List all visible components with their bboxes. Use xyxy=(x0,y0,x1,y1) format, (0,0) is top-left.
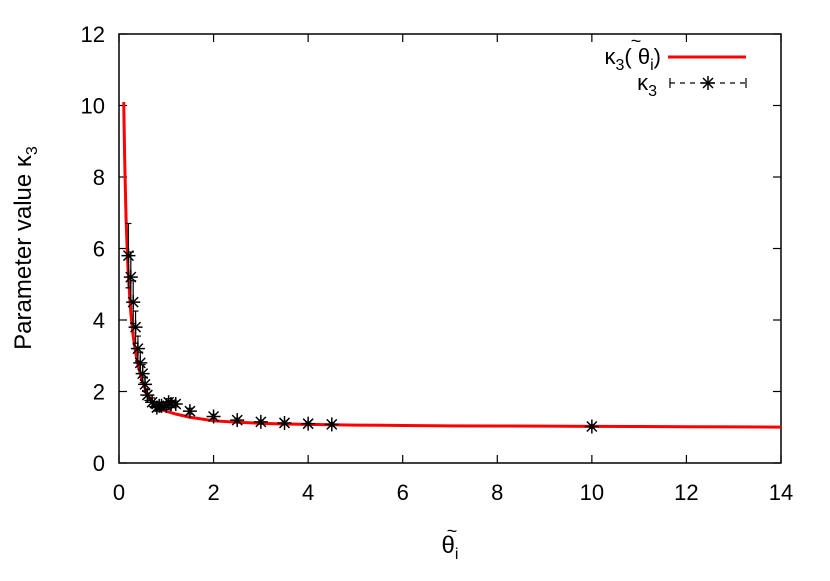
data-point-star xyxy=(301,416,316,431)
data-point-star xyxy=(182,404,197,419)
legend: κ3( θi) ~ κ3 xyxy=(605,31,747,100)
y-tick-label: 8 xyxy=(93,165,105,190)
x-tick-label: 4 xyxy=(302,480,314,505)
series-points-data xyxy=(121,222,599,434)
y-tick-label: 6 xyxy=(93,237,105,262)
x-axis-title-theta: θi xyxy=(442,532,459,563)
data-point-star xyxy=(126,295,141,310)
series-layer xyxy=(121,101,782,434)
ticks-layer: 0 2 4 6 8 10 12 14 0 2 4 6 8 10 12 xyxy=(81,22,794,505)
legend-swatch-data xyxy=(669,76,747,90)
data-point-star xyxy=(121,248,136,263)
data-point-star xyxy=(123,270,138,285)
data-point-star xyxy=(135,366,150,381)
data-point-star xyxy=(230,413,245,428)
y-tick-label: 4 xyxy=(93,308,105,333)
x-axis-title-tilde: ~ xyxy=(447,521,458,541)
x-tick-label: 0 xyxy=(113,480,125,505)
data-point-star xyxy=(128,320,143,335)
legend-label-model-tilde: ~ xyxy=(631,31,642,51)
series-line-model xyxy=(122,101,782,429)
y-tick-label: 0 xyxy=(93,451,105,476)
y-tick-label: 10 xyxy=(81,94,105,119)
x-tick-label: 8 xyxy=(491,480,503,505)
legend-label-model: κ3( θi) xyxy=(605,44,662,74)
legend-label-data: κ3 xyxy=(637,70,657,100)
x-tick-label: 14 xyxy=(769,480,793,505)
x-axis-title: θi ~ xyxy=(442,521,459,563)
y-tick-label: 2 xyxy=(93,380,105,405)
data-point-star xyxy=(253,414,268,429)
x-tick-label: 6 xyxy=(397,480,409,505)
data-point-star xyxy=(133,355,148,370)
x-tick-label: 12 xyxy=(674,480,698,505)
data-point-star xyxy=(324,417,339,432)
data-point-star xyxy=(168,397,183,412)
x-tick-label: 2 xyxy=(207,480,219,505)
plot-frame xyxy=(118,33,782,464)
data-point-star xyxy=(277,415,292,430)
data-point-star xyxy=(584,419,599,434)
data-point-star xyxy=(130,341,145,356)
y-axis-title: Parameter value κ3 xyxy=(10,146,41,350)
data-point-star xyxy=(138,377,153,392)
data-point-star xyxy=(206,409,221,424)
y-tick-label: 12 xyxy=(81,22,105,47)
x-tick-label: 10 xyxy=(580,480,604,505)
